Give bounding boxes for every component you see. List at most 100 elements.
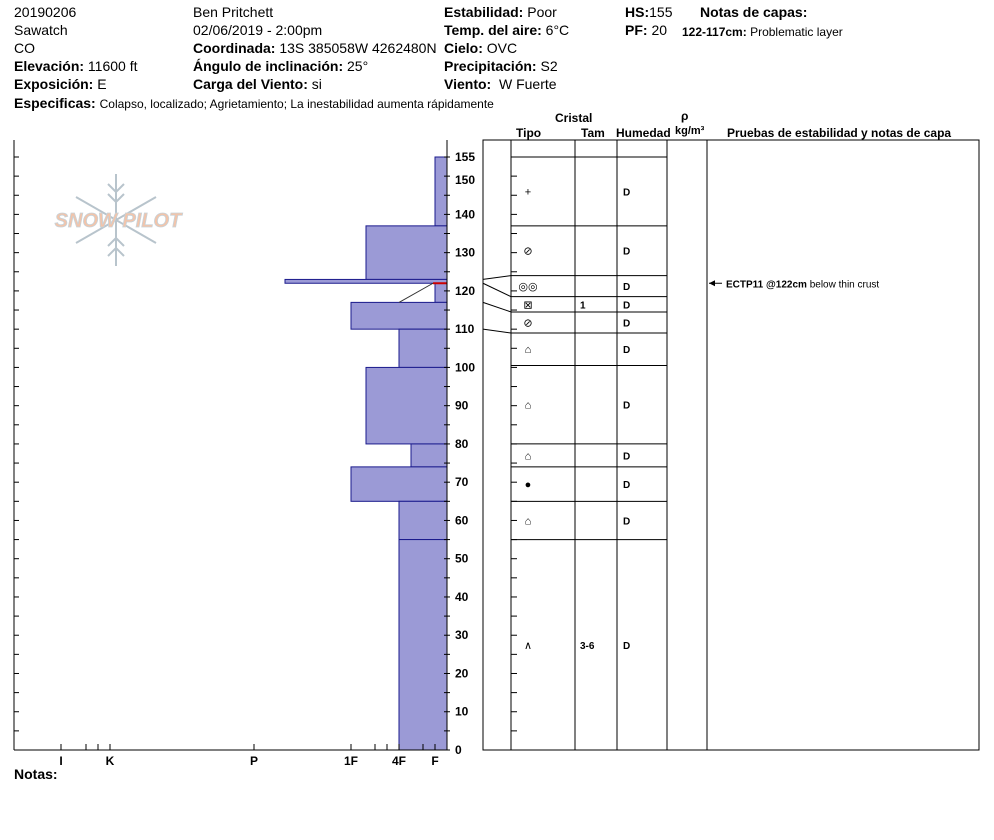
- grain-type-symbol: ⊠: [523, 299, 532, 311]
- hs-value: 155: [649, 4, 673, 20]
- depth-connector: [482, 328, 512, 334]
- x-tick-label: P: [250, 754, 258, 768]
- grain-type-symbol: ∧: [524, 640, 532, 652]
- elevation-label: Elevación:: [14, 58, 85, 74]
- type-header: Tipo: [516, 126, 542, 140]
- grain-type-symbol: ⌂: [525, 344, 532, 356]
- observation-datetime: 02/06/2019 - 2:00pm: [193, 22, 323, 38]
- precip-row: Precipitación: S2: [444, 58, 558, 74]
- density-unit: kg/m³: [675, 125, 705, 137]
- table-frame: [482, 139, 980, 751]
- moisture-value: D: [623, 318, 630, 329]
- hardness-bar: [398, 500, 448, 541]
- specifics-label: Especificas:: [14, 95, 96, 111]
- y-tick-label: 155: [455, 150, 475, 164]
- slope-row: Ángulo de inclinación: 25°: [193, 58, 368, 74]
- y-tick-label: 90: [455, 399, 469, 413]
- slope-label: Ángulo de inclinación:: [193, 58, 344, 74]
- x-tick-label: 4F: [392, 754, 406, 768]
- weak-layer-connector: [398, 282, 434, 303]
- density-symbol: ρ: [681, 109, 689, 123]
- grain-size: 3-6: [580, 641, 595, 652]
- x-tick-label: F: [431, 754, 438, 768]
- hardness-bar: [398, 539, 448, 751]
- layer-notes-label: Notas de capas:: [700, 4, 808, 20]
- specifics-value: Colapso, localizado; Agrietamiento; La i…: [99, 97, 494, 111]
- grain-type-symbol: +: [525, 186, 531, 198]
- tests-header: Pruebas de estabilidad y notas de capa: [727, 126, 952, 140]
- precip-label: Precipitación:: [444, 58, 537, 74]
- pf-row: PF: 20: [625, 22, 667, 38]
- y-tick-label: 30: [455, 628, 469, 642]
- stability-row: Estabilidad: Poor: [444, 4, 557, 20]
- x-tick-label: I: [59, 754, 62, 768]
- y-tick-label: 80: [455, 437, 469, 451]
- wind-row: Viento: W Fuerte: [444, 76, 557, 92]
- grain-type-symbol: ⊘: [523, 246, 532, 258]
- air-temp-label: Temp. del aire:: [444, 22, 542, 38]
- wind-value: W Fuerte: [498, 76, 557, 92]
- y-tick-label: 10: [455, 705, 469, 719]
- coordinate-row: Coordinada: 13S 385058W 4262480N: [193, 40, 437, 56]
- wind-load-label: Carga del Viento:: [193, 76, 308, 92]
- depth-connector: [482, 275, 512, 280]
- snowpilot-logo: SNOW PILOT: [38, 170, 198, 270]
- depth-connector: [482, 282, 512, 298]
- y-tick-label: 40: [455, 590, 469, 604]
- hs-row: HS:155: [625, 4, 672, 20]
- y-tick-label: 0: [455, 743, 462, 757]
- aspect-row: Exposición: E: [14, 76, 107, 92]
- moisture-value: D: [623, 282, 630, 293]
- grain-type-symbol: ⌂: [525, 400, 532, 412]
- moisture-value: D: [623, 300, 630, 311]
- hardness-bar: [350, 466, 448, 502]
- specifics-row: Especificas: Colapso, localizado; Agriet…: [14, 95, 494, 112]
- y-tick-label: 140: [455, 207, 475, 221]
- sky-row: Cielo: OVC: [444, 40, 518, 56]
- stability-value: Poor: [527, 4, 557, 20]
- grain-type-symbol: ⌂: [525, 450, 532, 462]
- aspect-value: E: [97, 76, 107, 92]
- layer-note-range: 122-117cm:: [682, 25, 747, 39]
- y-tick-label: 70: [455, 475, 469, 489]
- moisture-value: D: [623, 247, 630, 258]
- y-tick-label: 100: [455, 360, 475, 374]
- moisture-value: D: [623, 345, 630, 356]
- depth-connector: [482, 301, 512, 313]
- date-code: 20190206: [14, 4, 77, 20]
- elevation-value: 11600 ft: [87, 58, 138, 74]
- state-name: CO: [14, 40, 35, 56]
- x-tick-label: 1F: [344, 754, 358, 768]
- hardness-bar: [350, 301, 448, 330]
- air-temp-row: Temp. del aire: 6°C: [444, 22, 569, 38]
- hardness-bar: [284, 278, 448, 284]
- notes-label: Notas:: [14, 766, 58, 782]
- slope-value: 25°: [347, 58, 369, 74]
- grain-size: 1: [580, 300, 586, 311]
- y-tick-label: 110: [455, 322, 475, 336]
- test-arrow-head: [709, 280, 715, 287]
- y-tick-label: 50: [455, 552, 469, 566]
- stability-test-note: ECTP11 @122cm below thin crust: [726, 279, 879, 290]
- y-tick-label: 150: [455, 173, 475, 187]
- hardness-bar: [365, 225, 448, 280]
- layer-note: 122-117cm: Problematic layer: [682, 24, 843, 40]
- pf-value: 20: [651, 22, 668, 38]
- size-header: Tam: [581, 126, 605, 140]
- aspect-label: Exposición:: [14, 76, 94, 92]
- wind-load-row: Carga del Viento: si: [193, 76, 322, 92]
- moisture-value: D: [623, 516, 630, 527]
- air-temp-value: 6°C: [545, 22, 570, 38]
- wind-load-value: si: [311, 76, 322, 92]
- moisture-value: D: [623, 641, 630, 652]
- grain-type-symbol: ⊘: [523, 317, 532, 329]
- y-tick-label: 60: [455, 513, 469, 527]
- sky-value: OVC: [486, 40, 518, 56]
- coordinate-value: 13S 385058W 4262480N: [279, 40, 437, 56]
- moisture-value: D: [623, 480, 630, 491]
- grain-type-symbol: ◎◎: [518, 281, 537, 293]
- hardness-bar: [434, 156, 448, 227]
- hardness-bar: [365, 366, 448, 445]
- moisture-value: D: [623, 401, 630, 412]
